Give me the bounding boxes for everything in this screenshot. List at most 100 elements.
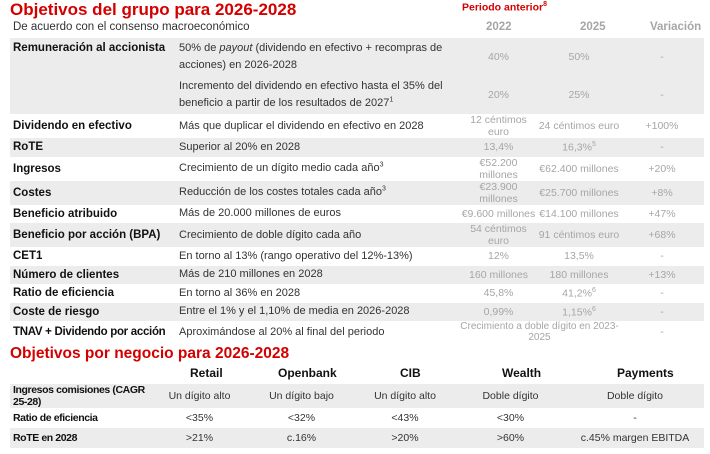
page-subtitle: De acuerdo con el consenso macroeconómic… bbox=[13, 21, 250, 33]
value-2025: 13,5% bbox=[564, 250, 594, 263]
row-label: Beneficio atribuido bbox=[13, 207, 118, 220]
value-2022: 12% bbox=[487, 250, 509, 263]
cell-payments: - bbox=[633, 412, 637, 424]
table-row: RoTE Superior al 20% en 2028 13,4% 16,3%… bbox=[10, 138, 704, 157]
table-row: Número de clientes Más de 210 millones e… bbox=[10, 265, 704, 285]
footnote-marker: 5 bbox=[591, 141, 596, 149]
cell-cib: <43% bbox=[391, 412, 419, 424]
row-description: Aproximándose al 20% al final del period… bbox=[179, 325, 385, 338]
value-2025: €25.700 millones bbox=[538, 180, 620, 205]
footnote-marker: 1 bbox=[389, 96, 394, 104]
col-header-retail: Retail bbox=[190, 366, 223, 380]
footnote-marker: 3 bbox=[382, 185, 386, 193]
value-variacion: - bbox=[620, 38, 704, 77]
desc-text: Reducción de los costes totales cada año bbox=[179, 186, 383, 199]
table-row: RoTE en 2028 >21% c.16% >20% >60% c.45% … bbox=[10, 428, 704, 448]
value-variacion: - bbox=[660, 287, 664, 300]
value-variacion: +13% bbox=[620, 265, 704, 285]
cell-wealth: >60% bbox=[455, 428, 566, 448]
row-label: Dividendo en efectivo bbox=[13, 120, 132, 133]
col-header-2022: 2022 bbox=[486, 21, 512, 33]
col-header-cib: CIB bbox=[400, 366, 421, 380]
value-variacion: - bbox=[660, 326, 664, 339]
value-variacion: +8% bbox=[620, 180, 704, 205]
value-variacion: - bbox=[620, 76, 704, 115]
value-2025: 1,15%6 bbox=[538, 302, 620, 322]
periodo-footnote: 8 bbox=[543, 1, 548, 8]
value-2022: €9.600 millones bbox=[461, 207, 536, 220]
section-title-business: Objetivos por negocio para 2026-2028 bbox=[10, 345, 290, 362]
table-row: Remuneración al accionista 50% de payout… bbox=[10, 38, 704, 115]
group-targets-table: Remuneración al accionista 50% de payout… bbox=[10, 38, 704, 343]
cell-wealth: Doble dígito bbox=[455, 384, 566, 408]
value-variacion: +20% bbox=[648, 162, 676, 175]
desc-italic-text: payout bbox=[219, 42, 253, 54]
table-row: Ratio de eficiencia <35% <32% <43% <30% … bbox=[10, 408, 704, 428]
cell-openbank: <32% bbox=[287, 412, 316, 424]
col-header-payments: Payments bbox=[617, 366, 674, 380]
value-2022: €23.900 millones bbox=[459, 180, 538, 205]
cell-retail: <35% bbox=[185, 412, 214, 424]
cell-cib: Un dígito alto bbox=[355, 384, 455, 408]
value-variacion: - bbox=[660, 250, 664, 263]
value-merged-2022-2025: Crecimiento a doble dígito en 2023-2025 bbox=[460, 321, 619, 344]
table-row: Ingresos comisiones (CAGR 25-28) Un dígi… bbox=[10, 384, 704, 408]
value-2022: €52.200 millones bbox=[479, 156, 518, 181]
row-label: Ratio de eficiencia bbox=[13, 412, 98, 424]
row-description: En torno al 36% en 2028 bbox=[179, 286, 301, 299]
table-row: CET1 En torno al 13% (rango operativo de… bbox=[10, 247, 704, 266]
row-description: Entre el 1% y el 1,10% de media en 2026-… bbox=[176, 302, 459, 322]
cell-payments: c.45% margen EBITDA bbox=[566, 428, 704, 448]
row-label: Ingresos bbox=[13, 162, 61, 175]
desc-text: Crecimiento de un dígito medio cada año bbox=[179, 162, 380, 175]
table-row: Beneficio por acción (BPA) Crecimiento d… bbox=[10, 223, 704, 248]
row-description: En torno al 13% (rango operativo del 12%… bbox=[179, 249, 413, 262]
row-description: Crecimiento de doble dígito cada año bbox=[176, 223, 459, 248]
value-text: 41,2% bbox=[562, 287, 592, 300]
row-label: Remuneración al accionista bbox=[10, 38, 176, 115]
desc-text: (dividendo en efectivo + recompras de ac… bbox=[179, 42, 443, 72]
periodo-anterior-label: Periodo anterior8 bbox=[462, 1, 547, 14]
value-2025: €14.100 millones bbox=[539, 207, 619, 220]
table-row: Incremento del dividendo en efectivo has… bbox=[10, 76, 704, 115]
cell-retail: >21% bbox=[151, 428, 248, 448]
value-2025: 25% bbox=[538, 76, 620, 115]
footnote-marker: 3 bbox=[379, 161, 384, 169]
cell-payments: Doble dígito bbox=[566, 384, 704, 408]
value-2022: 160 millones bbox=[459, 265, 538, 285]
cell-cib: >20% bbox=[355, 428, 455, 448]
value-2025: 41,2%6 bbox=[538, 284, 620, 303]
row-label: RoTE en 2028 bbox=[10, 428, 151, 448]
value-variacion: - bbox=[620, 138, 704, 157]
footnote-marker: 6 bbox=[591, 287, 596, 295]
row-label: Número de clientes bbox=[10, 265, 176, 285]
col-header-openbank: Openbank bbox=[278, 366, 337, 380]
cell-openbank: Un dígito bajo bbox=[248, 384, 355, 408]
row-label: Ratio de eficiencia bbox=[13, 287, 114, 300]
value-2022: 54 céntimos euro bbox=[459, 223, 538, 248]
row-description: Más de 210 millones en 2028 bbox=[176, 265, 459, 285]
periodo-text: Periodo anterior bbox=[462, 1, 544, 14]
cell-wealth: <30% bbox=[496, 412, 525, 424]
table-row: Beneficio atribuido Más de 20.000 millon… bbox=[10, 205, 704, 224]
value-2025: 24 céntimos euro bbox=[538, 120, 620, 133]
row-description: Más que duplicar el dividendo en efectiv… bbox=[179, 119, 424, 132]
value-2025: €62.400 millones bbox=[539, 162, 619, 175]
row-label: RoTE bbox=[10, 138, 176, 157]
row-label: CET1 bbox=[13, 250, 43, 263]
page-title: Objetivos del grupo para 2026-2028 bbox=[10, 0, 297, 19]
value-2025: 180 millones bbox=[538, 265, 620, 285]
table-row: Costes Reducción de los costes totales c… bbox=[10, 180, 704, 205]
value-2025: 16,3%5 bbox=[538, 138, 620, 157]
table-row: Dividendo en efectivo Más que duplicar e… bbox=[10, 114, 704, 138]
row-description: 50% de payout (dividendo en efectivo + r… bbox=[176, 38, 459, 77]
row-description: Superior al 20% en 2028 bbox=[176, 138, 459, 157]
value-text: 16,3% bbox=[562, 141, 592, 154]
value-2022: 45,8% bbox=[483, 287, 514, 300]
col-header-variacion: Variación bbox=[650, 21, 702, 33]
value-2025: 50% bbox=[538, 38, 620, 77]
value-2022: 20% bbox=[459, 76, 538, 115]
col-header-2025: 2025 bbox=[580, 21, 606, 33]
cell-retail: Un dígito alto bbox=[151, 384, 248, 408]
table-row: Ratio de eficiencia En torno al 36% en 2… bbox=[10, 284, 704, 303]
